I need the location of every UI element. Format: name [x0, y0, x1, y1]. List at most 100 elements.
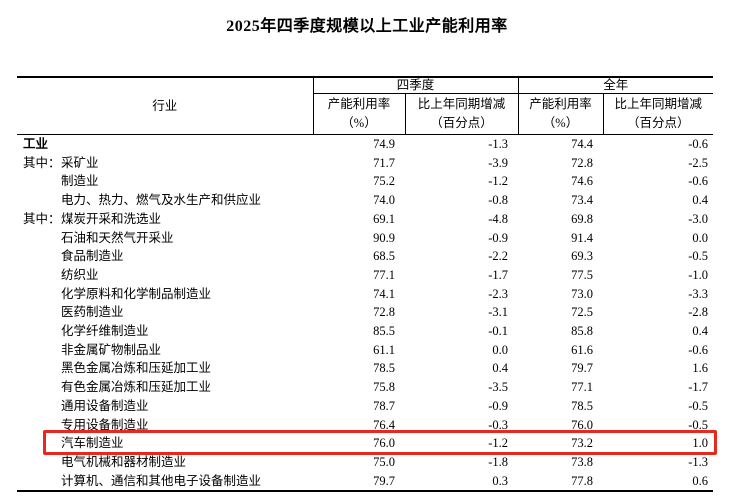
col-header-unit: （%） — [542, 116, 579, 130]
row-prefix: 其中： — [23, 211, 61, 226]
year-change-cell: 0.6 — [692, 473, 709, 488]
year-rate-cell: 77.1 — [571, 380, 594, 395]
q4-change-cell: -3.1 — [488, 305, 509, 320]
year-rate-cell: 69.8 — [571, 211, 594, 226]
q4-rate-cell: 76.4 — [373, 417, 395, 432]
header-sub-row: 产能利用率 （%） 比上年同期增减 （百分点） 产能利用率 （%） 比上年同期增… — [17, 93, 714, 135]
q4-rate-cell: 78.7 — [373, 398, 395, 413]
industry-label: 计算机、通信和其他电子设备制造业 — [61, 473, 262, 488]
industry-cell: 制造业 — [17, 172, 313, 191]
year-change-cell: -0.5 — [688, 417, 709, 432]
q4-change-cell: -0.9 — [488, 398, 509, 413]
col-header-text: 比上年同期增减 — [417, 97, 506, 111]
q4-change-cell: 0.0 — [492, 342, 509, 357]
year-rate-cell: 78.5 — [571, 398, 594, 413]
table-row: 其中：采矿业 71.7 -3.9 72.8 -2.5 — [17, 154, 713, 173]
year-rate-cell: 77.8 — [571, 473, 594, 488]
industry-cell: 化学纤维制造业 — [17, 322, 313, 341]
year-rate-cell: 91.4 — [571, 230, 594, 245]
table-row: 汽车制造业 76.0 -1.2 73.2 1.0 — [17, 434, 713, 453]
col-header-year-rate: 产能利用率 （%） — [517, 93, 604, 135]
q4-change-cell: -2.3 — [488, 286, 509, 301]
industry-cell: 其中：煤炭开采和洗选业 — [17, 210, 313, 229]
q4-change-cell: -1.8 — [488, 454, 509, 469]
industry-label: 有色金属冶炼和压延加工业 — [61, 380, 212, 395]
table-row: 通用设备制造业 78.7 -0.9 78.5 -0.5 — [17, 397, 713, 416]
year-change-cell: 0.0 — [692, 230, 709, 245]
table-row: 其中：煤炭开采和洗选业 69.1 -4.8 69.8 -3.0 — [17, 210, 713, 229]
col-header-q4-change: 比上年同期增减 （百分点） — [404, 93, 519, 135]
data-table: 行业 四季度 全年 产能利用率 （%） 比上年同期增减 （百分点） 产能利用率 — [17, 76, 714, 493]
q4-rate-cell: 72.8 — [373, 305, 395, 320]
table-row: 纺织业 77.1 -1.7 77.5 -1.0 — [17, 266, 713, 285]
q4-rate-cell: 85.5 — [373, 324, 395, 339]
industry-cell: 专用设备制造业 — [17, 416, 313, 435]
industry-label: 工业 — [23, 137, 49, 151]
table-row: 工业 74.9 -1.3 74.4 -0.6 — [17, 135, 713, 154]
industry-cell: 通用设备制造业 — [17, 397, 313, 416]
col-header-q4-rate: 产能利用率 （%） — [312, 93, 405, 135]
q4-rate-cell: 78.5 — [373, 361, 395, 376]
table-row: 有色金属冶炼和压延加工业 75.8 -3.5 77.1 -1.7 — [17, 378, 713, 397]
col-group-q4: 四季度 — [312, 77, 519, 94]
table-row: 制造业 75.2 -1.2 74.6 -0.6 — [17, 172, 713, 191]
q4-change-cell: -1.2 — [488, 174, 509, 189]
col-header-unit: （百分点） — [430, 116, 493, 130]
table-row: 黑色金属冶炼和压延加工业 78.5 0.4 79.7 1.6 — [17, 359, 713, 378]
row-prefix: 其中： — [23, 155, 61, 170]
q4-change-cell: -0.8 — [488, 193, 509, 208]
year-rate-cell: 72.8 — [571, 155, 594, 170]
year-change-cell: 1.0 — [692, 436, 709, 451]
table-row: 计算机、通信和其他电子设备制造业 79.7 0.3 77.8 0.6 — [17, 472, 713, 492]
industry-cell: 有色金属冶炼和压延加工业 — [17, 378, 313, 397]
q4-change-cell: -0.3 — [488, 417, 509, 432]
col-header-year-change: 比上年同期增减 （百分点） — [602, 93, 714, 135]
industry-label: 专用设备制造业 — [61, 417, 149, 432]
q4-change-cell: -2.2 — [488, 249, 509, 264]
industry-label: 化学原料和化学制品制造业 — [61, 286, 212, 301]
q4-rate-cell: 90.9 — [373, 230, 395, 245]
q4-change-cell: -4.8 — [488, 211, 509, 226]
industry-label: 汽车制造业 — [61, 436, 124, 451]
q4-change-cell: 0.3 — [492, 473, 509, 488]
year-change-cell: -0.6 — [688, 137, 709, 151]
industry-label: 通用设备制造业 — [61, 398, 149, 413]
industry-cell: 电气机械和器材制造业 — [17, 453, 313, 472]
q4-rate-cell: 77.1 — [373, 267, 395, 282]
industry-label: 煤炭开采和洗选业 — [61, 211, 162, 226]
q4-rate-cell: 75.2 — [373, 174, 395, 189]
industry-cell: 汽车制造业 — [17, 434, 313, 453]
industry-cell: 其中：采矿业 — [17, 154, 313, 173]
col-header-text: 比上年同期增减 — [614, 97, 703, 111]
q4-rate-cell: 75.8 — [373, 380, 395, 395]
table-row: 石油和天然气开采业 90.9 -0.9 91.4 0.0 — [17, 229, 713, 248]
year-rate-cell: 74.6 — [571, 174, 594, 189]
col-header-unit: （百分点） — [627, 116, 690, 130]
industry-cell: 石油和天然气开采业 — [17, 229, 313, 248]
q4-rate-cell: 75.0 — [373, 454, 395, 469]
q4-rate-cell: 61.1 — [373, 342, 395, 357]
industry-label: 非金属矿物制品业 — [61, 342, 162, 357]
industry-label: 纺织业 — [61, 267, 99, 282]
q4-change-cell: -0.9 — [488, 230, 509, 245]
year-change-cell: 0.4 — [692, 324, 709, 339]
year-rate-cell: 73.8 — [571, 454, 594, 469]
q4-rate-cell: 76.0 — [373, 436, 395, 451]
year-rate-cell: 72.5 — [571, 305, 594, 320]
table-row: 专用设备制造业 76.4 -0.3 76.0 -0.5 — [17, 416, 713, 435]
page-title: 2025年四季度规模以上工业产能利用率 — [226, 18, 508, 35]
year-rate-cell: 85.8 — [571, 324, 594, 339]
industry-cell: 纺织业 — [17, 266, 313, 285]
table-row: 化学纤维制造业 85.5 -0.1 85.8 0.4 — [17, 322, 713, 341]
col-header-text: 产能利用率 — [529, 97, 592, 111]
industry-label: 电气机械和器材制造业 — [61, 454, 187, 469]
year-rate-cell: 73.4 — [571, 193, 594, 208]
table-row: 非金属矿物制品业 61.1 0.0 61.6 -0.6 — [17, 341, 713, 360]
industry-label: 黑色金属冶炼和压延加工业 — [61, 361, 212, 376]
industry-cell: 医药制造业 — [17, 303, 313, 322]
header-group-row: 行业 四季度 全年 — [17, 77, 714, 135]
q4-change-cell: -1.3 — [488, 137, 509, 151]
industry-label: 电力、热力、燃气及水生产和供应业 — [61, 193, 262, 208]
year-rate-cell: 61.6 — [571, 342, 594, 357]
col-group-fullyear: 全年 — [517, 77, 714, 94]
